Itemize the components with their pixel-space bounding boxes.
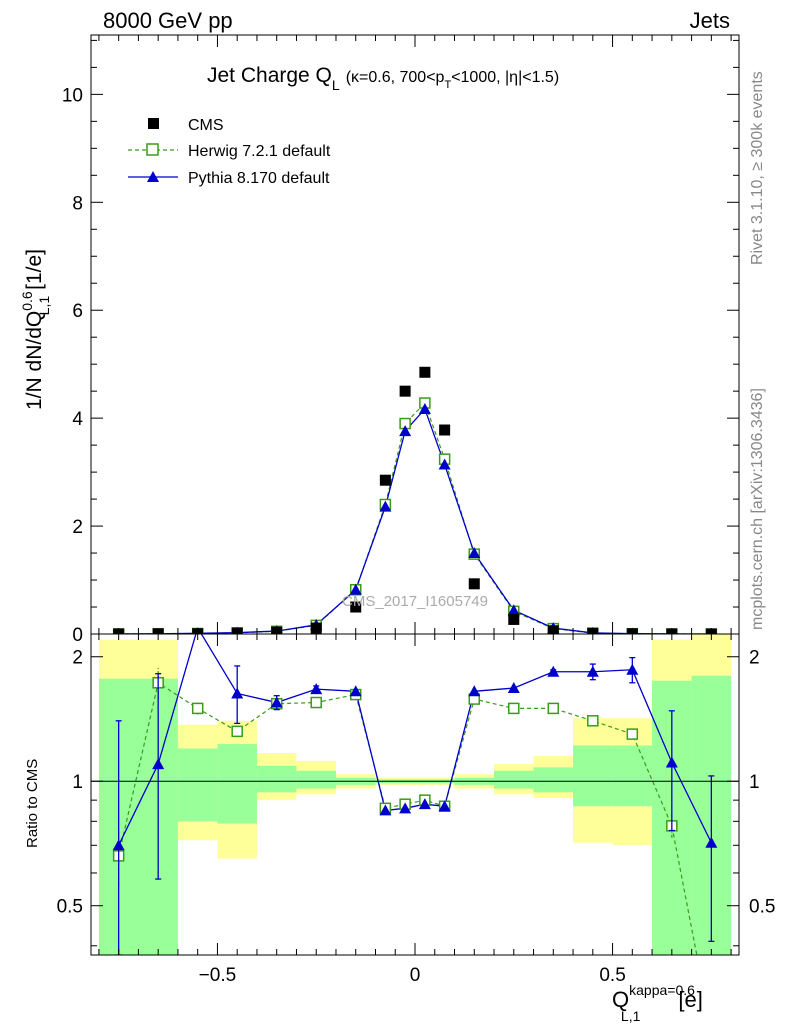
ratio-series <box>112 634 718 955</box>
header-right: Jets <box>690 8 730 33</box>
ratio-y-tick-label-right: 1 <box>749 772 760 793</box>
cms-point <box>350 601 362 613</box>
ratio-band-inner <box>256 765 297 793</box>
legend: CMS Herwig 7.2.1 default Pythia 8.170 de… <box>128 117 331 187</box>
ratio-axis-label: Ratio to CMS <box>24 759 41 848</box>
y-axis-label-sup: 0.6 <box>19 291 35 311</box>
y-axis-label: 1/N dN/dQ0.6L,1 [1/e] <box>19 249 52 410</box>
y-axis-label-main: 1/N dN/dQ <box>23 311 46 410</box>
ratio-band-inner <box>494 770 534 789</box>
cms-point <box>439 424 451 436</box>
x-axis-label: Qkappa=0.6 L,1 [e] <box>612 982 703 1024</box>
pythia-ratio-point <box>586 665 599 677</box>
x-tick-label: 0.5 <box>599 965 625 986</box>
plot-title-cuts-a: (κ=0.6, 700<p <box>346 69 445 86</box>
main-y-tick-label: 4 <box>72 409 83 430</box>
pythia-ratio-point <box>665 756 678 768</box>
y-axis-label-unit: [1/e] <box>23 249 46 290</box>
pythia-point <box>468 547 481 559</box>
herwig-ratio-point <box>547 702 560 715</box>
legend-herwig-label: Herwig 7.2.1 default <box>188 143 331 160</box>
cms-point <box>508 613 520 625</box>
plot-title-main-sub: L <box>332 77 340 93</box>
herwig-ratio-point <box>231 725 243 738</box>
herwig-ratio-point <box>508 702 520 715</box>
ratio-band-inner <box>98 678 178 955</box>
pythia-ratio-point <box>152 758 165 770</box>
ratio-y-tick-label-left: 1 <box>72 772 83 793</box>
pythia-ratio-point <box>349 685 362 697</box>
pythia-ratio-point <box>507 682 520 694</box>
pythia-ratio-point <box>438 800 451 812</box>
legend-cms-marker <box>148 118 159 129</box>
plot-title-cuts-sub: T <box>444 79 451 91</box>
pythia-point <box>507 604 520 616</box>
pythia-point <box>418 402 431 414</box>
cms-point <box>399 385 411 397</box>
pythia-ratio-point <box>310 683 323 695</box>
pythia-ratio-point <box>468 685 481 697</box>
herwig-ratio-point <box>310 696 322 709</box>
ratio-band-inner <box>177 748 218 822</box>
pythia-ratio-point <box>547 665 560 677</box>
x-tick-label: −0.5 <box>199 965 237 986</box>
herwig-ratio-point <box>191 702 204 715</box>
mcplots-label: mcplots.cern.ch [arXiv:1306.3436] <box>749 388 766 630</box>
ratio-band-inner <box>612 745 653 807</box>
pythia-ratio-line <box>118 634 712 846</box>
pythia-ratio-point <box>626 663 639 675</box>
x-axis-label-unit: [e] <box>678 987 702 1012</box>
header-left: 8000 GeV pp <box>103 8 233 33</box>
x-axis-label-sub: L,1 <box>621 1008 641 1024</box>
main-y-tick-label: 0 <box>72 625 83 646</box>
legend-pythia-label: Pythia 8.170 default <box>188 170 330 187</box>
cms-point <box>379 474 391 486</box>
ratio-y-tick-label-left: 0.5 <box>57 897 83 918</box>
ratio-y-tick-label-right: 0.5 <box>749 897 775 918</box>
legend-pythia-marker <box>147 171 159 182</box>
pythia-ratio-point <box>270 696 283 708</box>
ratio-band-inner <box>533 767 574 793</box>
ratio-y-tick-label-right: 2 <box>749 648 760 669</box>
cms-point <box>468 578 480 590</box>
ratio-y-tick-label-left: 2 <box>72 648 83 669</box>
x-tick-label: 0 <box>410 965 421 986</box>
pythia-ratio-point <box>399 802 412 814</box>
pythia-point <box>379 500 392 512</box>
ratio-band-inner <box>573 745 613 807</box>
pythia-point <box>438 458 451 470</box>
pythia-point <box>349 583 362 595</box>
pythia-ratio-point <box>705 836 718 848</box>
x-axis-label-main: Q <box>612 987 629 1012</box>
plot-title: Jet Charge QL (κ=0.6, 700<pT<1000, |η|<1.… <box>207 64 559 93</box>
analysis-watermark: CMS_2017_I1605749 <box>342 593 488 610</box>
pythia-line <box>118 407 712 634</box>
plot-title-main: Jet Charge Q <box>207 64 332 87</box>
main-y-tick-label: 6 <box>72 301 83 322</box>
main-y-tick-label: 10 <box>62 85 83 106</box>
ratio-band-inner <box>296 770 336 789</box>
ratio-band-inner <box>217 744 257 824</box>
legend-cms-label: CMS <box>188 117 224 134</box>
cms-point <box>419 366 431 378</box>
plot-title-cuts-b: <1000, |η|<1.5) <box>451 69 559 86</box>
y-axis-label-sub: L,1 <box>36 296 52 316</box>
pythia-ratio-point <box>418 798 431 810</box>
rivet-label: Rivet 3.1.10, ≥ 300k events <box>749 71 766 265</box>
main-y-tick-label: 2 <box>72 517 83 538</box>
pythia-point <box>399 425 412 437</box>
pythia-ratio-point <box>112 839 125 851</box>
herwig-ratio-point <box>626 728 639 740</box>
legend-herwig-marker <box>146 143 159 156</box>
main-y-tick-label: 8 <box>72 193 83 214</box>
herwig-ratio-line <box>118 681 698 955</box>
pythia-ratio-point <box>231 687 244 699</box>
pythia-ratio-point <box>379 804 392 816</box>
x-axis-label-sup: kappa=0.6 <box>629 982 695 998</box>
herwig-ratio-point <box>587 715 599 727</box>
ratio-uncertainty-bands <box>98 634 732 955</box>
